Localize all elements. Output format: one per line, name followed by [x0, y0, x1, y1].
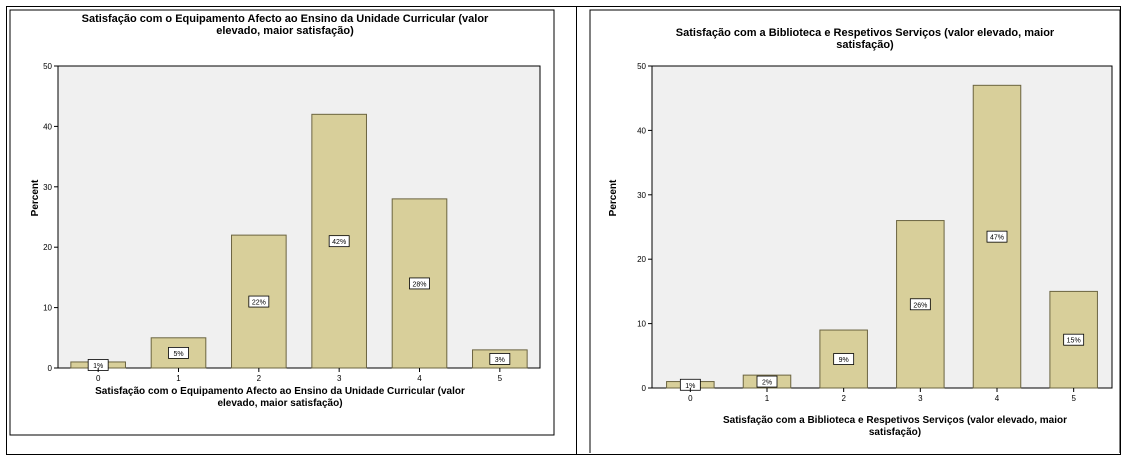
chart-equipamento: Satisfação com o Equipamento Afecto ao E…	[9, 9, 555, 436]
y-tick-label: 10	[637, 320, 646, 329]
data-label-box-1	[756, 375, 778, 388]
y-axis-label: Percent	[608, 179, 619, 216]
y-tick-label: 40	[637, 126, 646, 135]
x-tick-label-3: 3	[337, 374, 342, 383]
data-label-box-3	[328, 235, 350, 248]
data-label-2: 9%	[839, 357, 849, 364]
chart-title-line-2: elevado, maior satisfação)	[216, 25, 354, 37]
y-tick-label: 50	[43, 62, 52, 71]
y-tick-label: 10	[43, 304, 52, 313]
x-axis-label-line-2: satisfação)	[869, 427, 921, 438]
y-tick-label: 50	[637, 62, 646, 71]
bar-5	[1049, 290, 1098, 389]
data-label-4: 47%	[990, 235, 1004, 242]
data-label-box-5	[489, 353, 511, 365]
data-label-box-2	[248, 295, 270, 308]
x-axis-label-line-1: Satisfação com a Biblioteca e Respetivos…	[723, 415, 1067, 426]
data-label-box-4	[986, 230, 1008, 243]
x-tick-label-5: 5	[1071, 394, 1076, 403]
bar-4	[972, 84, 1022, 389]
chart-biblioteca: Satisfação com a Biblioteca e Respetivos…	[589, 9, 1120, 453]
data-label-box-3	[909, 298, 931, 311]
data-label-3: 26%	[913, 302, 927, 309]
x-tick-label-2: 2	[841, 394, 846, 403]
chart-title-line-1: Satisfação com a Biblioteca e Respetivos…	[676, 27, 1055, 39]
data-label-2: 22%	[252, 300, 266, 307]
data-label-3: 42%	[332, 239, 346, 246]
y-tick-label: 30	[637, 191, 646, 200]
data-label-4: 28%	[412, 281, 426, 288]
data-label-5: 15%	[1067, 338, 1081, 345]
data-label-box-2	[833, 353, 855, 365]
x-tick-label-0: 0	[688, 394, 693, 403]
x-tick-label-0: 0	[96, 374, 101, 383]
x-tick-label-5: 5	[498, 374, 503, 383]
figure-frame	[6, 6, 1121, 455]
plot-area	[57, 65, 541, 369]
x-tick-label-1: 1	[765, 394, 770, 403]
x-tick-label-2: 2	[257, 374, 262, 383]
data-label-0: 1%	[93, 363, 103, 370]
x-axis-label-line-2: elevado, maior satisfação)	[217, 398, 342, 409]
chart-title-line-2: satisfação)	[836, 39, 894, 51]
y-tick-label: 30	[43, 183, 52, 192]
panel-divider	[576, 6, 577, 455]
data-label-box-1	[168, 346, 189, 359]
data-label-box-5	[1063, 333, 1085, 346]
data-label-box-4	[409, 277, 430, 290]
x-axis-label-line-1: Satisfação com o Equipamento Afecto ao E…	[95, 386, 465, 397]
y-tick-label: 0	[48, 364, 53, 373]
chart-title-line-1: Satisfação com o Equipamento Afecto ao E…	[82, 13, 489, 25]
x-tick-label-1: 1	[176, 374, 181, 383]
data-label-1: 2%	[762, 380, 772, 387]
y-tick-label: 20	[43, 243, 52, 252]
data-label-1: 5%	[173, 351, 183, 358]
y-tick-label: 20	[637, 255, 646, 264]
data-label-0: 1%	[685, 383, 695, 390]
x-tick-label-3: 3	[918, 394, 923, 403]
y-axis-label: Percent	[30, 179, 41, 216]
y-tick-label: 40	[43, 122, 52, 131]
x-tick-label-4: 4	[417, 374, 422, 383]
data-label-5: 3%	[495, 357, 505, 364]
bar-3	[311, 113, 367, 369]
plot-area	[651, 65, 1113, 389]
y-tick-label: 0	[642, 384, 647, 393]
x-tick-label-4: 4	[995, 394, 1000, 403]
